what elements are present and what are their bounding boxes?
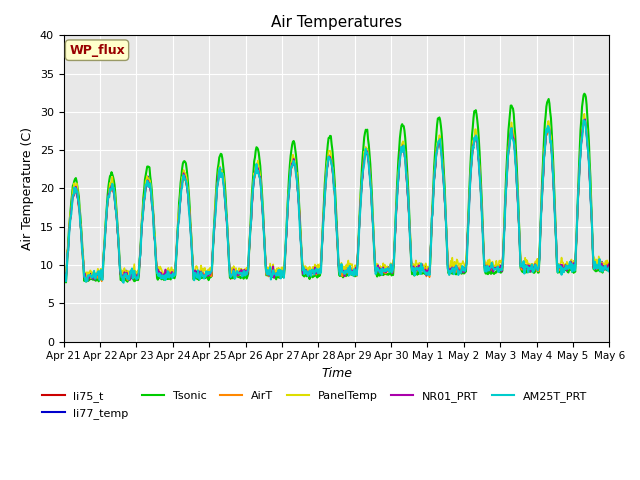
AM25T_PRT bbox=[404, 187, 412, 192]
li75_t bbox=[182, 178, 189, 184]
Line: li75_t: li75_t bbox=[64, 121, 609, 281]
AM25T_PRT bbox=[420, 269, 428, 275]
AirT bbox=[70, 193, 77, 199]
li77_temp bbox=[210, 233, 218, 239]
AM25T_PRT bbox=[120, 280, 127, 286]
li77_temp bbox=[126, 276, 134, 282]
li75_t bbox=[580, 119, 588, 124]
Line: li77_temp: li77_temp bbox=[64, 120, 609, 279]
PanelTemp bbox=[420, 265, 428, 271]
PanelTemp bbox=[182, 172, 189, 178]
Legend: li75_t, li77_temp, Tsonic, AirT, PanelTemp, NR01_PRT, AM25T_PRT: li75_t, li77_temp, Tsonic, AirT, PanelTe… bbox=[38, 387, 591, 423]
AirT bbox=[605, 264, 613, 270]
Line: Tsonic: Tsonic bbox=[64, 94, 609, 282]
NR01_PRT bbox=[420, 267, 428, 273]
li77_temp bbox=[70, 192, 77, 197]
Tsonic bbox=[60, 279, 68, 285]
Tsonic bbox=[404, 173, 412, 179]
Line: PanelTemp: PanelTemp bbox=[64, 114, 609, 278]
li77_temp bbox=[419, 264, 426, 270]
Y-axis label: Air Temperature (C): Air Temperature (C) bbox=[21, 127, 35, 250]
NR01_PRT bbox=[581, 116, 589, 122]
li77_temp bbox=[60, 276, 68, 282]
AirT bbox=[127, 271, 134, 277]
NR01_PRT bbox=[182, 178, 189, 184]
Tsonic bbox=[580, 91, 588, 96]
NR01_PRT bbox=[70, 193, 77, 199]
li75_t bbox=[70, 192, 77, 198]
AM25T_PRT bbox=[211, 218, 219, 224]
li77_temp bbox=[580, 117, 588, 123]
li75_t bbox=[605, 264, 613, 270]
NR01_PRT bbox=[83, 278, 91, 284]
PanelTemp bbox=[70, 184, 77, 190]
Tsonic bbox=[182, 160, 189, 166]
li77_temp bbox=[605, 262, 613, 267]
AirT bbox=[182, 180, 189, 185]
Tsonic bbox=[211, 210, 219, 216]
li77_temp bbox=[181, 174, 189, 180]
AirT bbox=[60, 277, 68, 283]
PanelTemp bbox=[404, 183, 412, 189]
Line: NR01_PRT: NR01_PRT bbox=[64, 119, 609, 281]
NR01_PRT bbox=[605, 264, 613, 270]
li75_t bbox=[211, 216, 219, 222]
PanelTemp bbox=[83, 276, 91, 281]
Tsonic bbox=[127, 275, 134, 281]
Text: WP_flux: WP_flux bbox=[69, 44, 125, 57]
PanelTemp bbox=[60, 271, 68, 276]
NR01_PRT bbox=[211, 218, 219, 224]
AM25T_PRT bbox=[127, 268, 134, 274]
PanelTemp bbox=[580, 111, 588, 117]
Tsonic bbox=[605, 267, 613, 273]
PanelTemp bbox=[605, 260, 613, 265]
AM25T_PRT bbox=[605, 264, 613, 270]
li75_t bbox=[83, 278, 91, 284]
AirT bbox=[98, 278, 106, 284]
Line: AM25T_PRT: AM25T_PRT bbox=[64, 120, 609, 283]
X-axis label: Time: Time bbox=[321, 367, 352, 380]
AM25T_PRT bbox=[70, 192, 77, 198]
NR01_PRT bbox=[60, 274, 68, 279]
Tsonic bbox=[62, 279, 70, 285]
li77_temp bbox=[403, 176, 411, 181]
li75_t bbox=[420, 266, 428, 272]
NR01_PRT bbox=[127, 268, 134, 274]
AirT bbox=[420, 265, 428, 271]
PanelTemp bbox=[127, 268, 134, 274]
li75_t bbox=[404, 189, 412, 194]
Tsonic bbox=[70, 178, 78, 184]
Line: AirT: AirT bbox=[64, 120, 609, 281]
PanelTemp bbox=[211, 218, 219, 224]
Title: Air Temperatures: Air Temperatures bbox=[271, 15, 402, 30]
AirT bbox=[211, 220, 219, 226]
li75_t bbox=[60, 274, 68, 280]
AM25T_PRT bbox=[60, 277, 68, 283]
li75_t bbox=[127, 269, 134, 275]
AirT bbox=[580, 118, 588, 123]
AirT bbox=[404, 187, 412, 193]
AM25T_PRT bbox=[580, 117, 588, 123]
Tsonic bbox=[420, 270, 428, 276]
NR01_PRT bbox=[404, 186, 412, 192]
AM25T_PRT bbox=[182, 178, 189, 184]
